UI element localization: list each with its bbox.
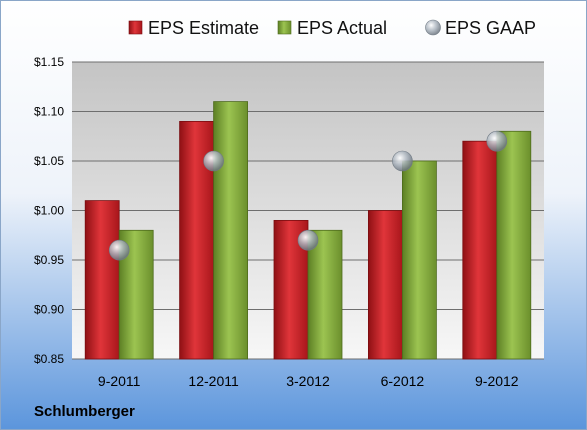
legend-swatch-estimate [128, 20, 143, 35]
x-axis-categories: 9-2011 12-2011 3-2012 6-2012 9-2012 [98, 373, 519, 389]
eps-gaap-marker [297, 229, 319, 251]
company-label: Schlumberger [34, 403, 135, 420]
eps-gaap-marker [203, 150, 224, 172]
legend-label: EPS Actual [297, 18, 387, 38]
eps-estimate-bar [462, 140, 498, 360]
y-tick-label: $0.85 [34, 352, 64, 366]
y-tick-label: $1.15 [34, 55, 64, 69]
x-category-label: 9-2011 [98, 373, 141, 389]
eps-actual-bar [307, 229, 343, 360]
legend-label: EPS GAAP [445, 18, 536, 38]
eps-gaap-marker [486, 130, 508, 152]
eps-gaap-marker [108, 239, 130, 261]
eps-actual-bar [213, 101, 249, 360]
legend-swatch-gaap [425, 19, 441, 36]
legend: EPS Estimate EPS Actual EPS GAAP [128, 18, 536, 38]
legend-label: EPS Estimate [148, 18, 259, 38]
x-category-label: 6-2012 [381, 373, 425, 389]
eps-actual-bar [401, 160, 437, 360]
gaap-markers [108, 130, 508, 261]
y-tick-label: $1.00 [34, 204, 64, 218]
y-tick-label: $1.05 [34, 154, 64, 168]
y-axis-ticks: $0.85 $0.90 $0.95 $1.00 $1.05 $1.10 $1.15 [34, 55, 64, 366]
x-category-label: 12-2011 [188, 373, 239, 389]
y-tick-label: $0.90 [34, 303, 64, 317]
legend-swatch-actual [277, 20, 292, 35]
y-tick-label: $0.95 [34, 253, 64, 267]
eps-estimate-bar [84, 200, 120, 360]
x-category-label: 3-2012 [286, 373, 330, 389]
eps-estimate-bar [367, 210, 403, 360]
x-category-label: 9-2012 [475, 373, 519, 389]
eps-actual-bar [496, 130, 532, 360]
eps-gaap-marker [392, 150, 413, 172]
y-tick-label: $1.10 [34, 105, 64, 119]
